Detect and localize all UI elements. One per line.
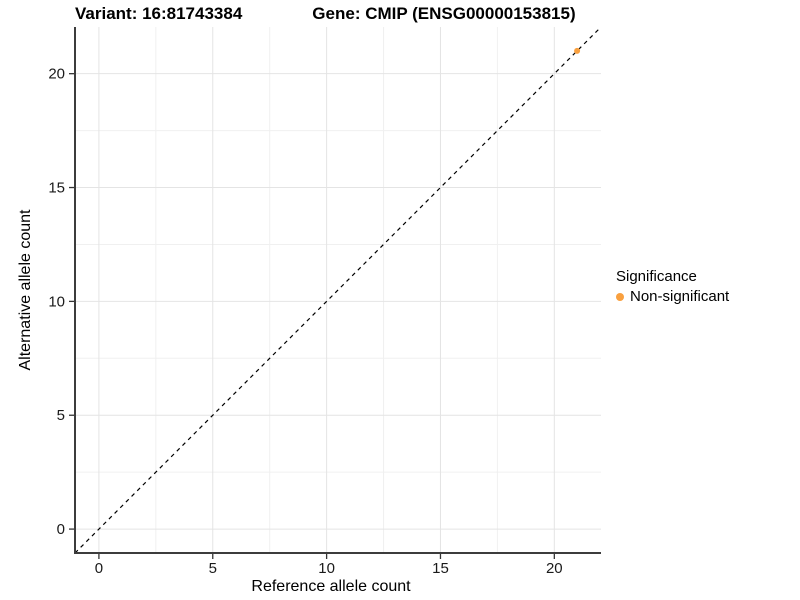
identity-line (74, 26, 602, 554)
x-tick-label: 15 (432, 560, 449, 577)
x-tick-label: 0 (95, 560, 103, 577)
chart-title-row: Variant: 16:81743384 Gene: CMIP (ENSG000… (75, 4, 576, 24)
x-tick-label: 5 (209, 560, 217, 577)
y-axis-title: Alternative allele count (17, 209, 34, 371)
variant-title: Variant: 16:81743384 (75, 4, 243, 23)
legend-point-icon (616, 292, 624, 301)
legend-item[interactable]: Non-significant (616, 288, 729, 305)
legend: Significance Non-significant (616, 268, 729, 305)
x-axis-title: Reference allele count (251, 578, 411, 595)
y-tick-label: 0 (57, 521, 65, 538)
data-point[interactable] (574, 47, 581, 54)
legend-title: Significance (616, 268, 697, 285)
y-tick-label: 15 (48, 180, 65, 197)
gene-title: Gene: CMIP (ENSG00000153815) (312, 4, 576, 23)
x-tick-label: 10 (318, 560, 335, 577)
y-tick-label: 5 (57, 407, 65, 424)
y-tick-label: 20 (48, 66, 65, 83)
legend-item-label: Non-significant (630, 288, 730, 305)
x-tick-label: 20 (546, 560, 563, 577)
y-tick-label: 10 (48, 293, 65, 310)
